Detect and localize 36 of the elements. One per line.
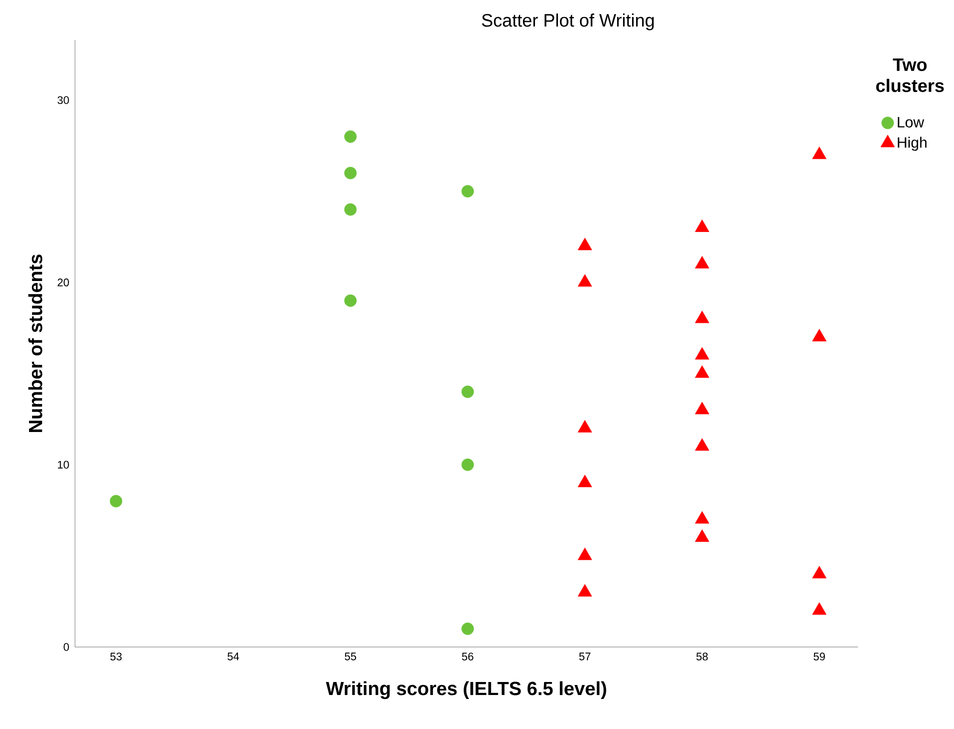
- y-tick-label: 0: [64, 643, 69, 651]
- point: [812, 146, 826, 160]
- point: [578, 584, 592, 597]
- chart-title: Scatter Plot of Writing: [482, 14, 654, 30]
- point: [694, 529, 710, 542]
- legend-title: Two clusters: [876, 58, 944, 92]
- point: [694, 347, 710, 360]
- x-tick-label: 55: [344, 652, 356, 660]
- point: [578, 420, 592, 432]
- x-tick-label: 54: [228, 652, 240, 660]
- point: [578, 548, 592, 560]
- point: [812, 328, 826, 342]
- point: [578, 474, 592, 488]
- x-tick-label: 56: [462, 652, 474, 660]
- point: [578, 274, 592, 287]
- x-tick-label: 58: [696, 652, 708, 660]
- x-axis-title: Writing scores (IELTS 6.5 level): [326, 681, 606, 700]
- point: [694, 256, 710, 268]
- x-tick-label: 53: [110, 652, 122, 660]
- point: [694, 365, 710, 378]
- point: [578, 238, 592, 250]
- point: [694, 402, 710, 414]
- y-tick-label: 10: [58, 460, 69, 469]
- point: [694, 220, 710, 232]
- point: [694, 310, 710, 324]
- legend-label: High: [898, 136, 926, 151]
- point: [812, 602, 826, 615]
- point: [812, 566, 826, 578]
- x-tick-label: 57: [579, 652, 590, 660]
- x-tick-label: 59: [814, 652, 825, 660]
- y-axis-title: Number of students: [28, 254, 42, 432]
- y-tick-label: 20: [58, 278, 69, 286]
- point: [694, 511, 710, 524]
- legend-label: Low: [898, 117, 924, 128]
- y-tick-label: 30: [58, 96, 69, 104]
- point: [694, 438, 710, 451]
